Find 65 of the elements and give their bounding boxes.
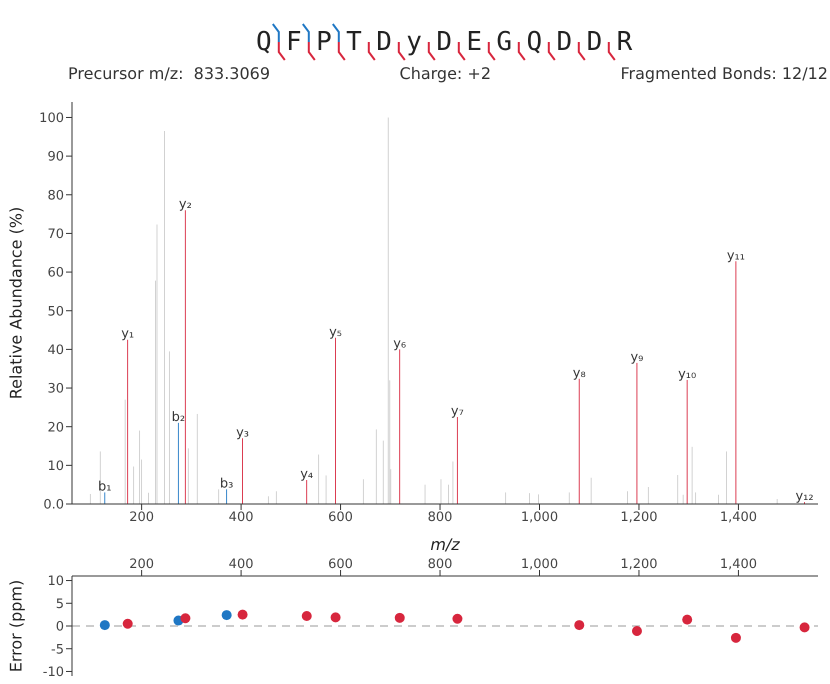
data-label: y₄ — [300, 467, 314, 482]
y-tick-label: 40 — [47, 343, 64, 358]
data-label: b₂ — [172, 410, 186, 425]
x-tick-label: 400 — [228, 510, 254, 526]
x-tick-label: 400 — [228, 557, 254, 572]
data-label: y₁₀ — [678, 366, 696, 382]
x-tick-label: 1,200 — [620, 510, 658, 526]
point — [100, 620, 110, 630]
data-label: y₈ — [572, 366, 586, 381]
y-axis-title: Error (ppm) — [6, 580, 26, 672]
data-label: y₅ — [329, 324, 342, 340]
data-label: y₆ — [393, 336, 406, 352]
point — [394, 612, 405, 623]
y-tick-label: -5 — [51, 642, 64, 658]
y-tick-label: 60 — [47, 266, 64, 281]
data-label: y₂ — [178, 197, 192, 212]
point — [452, 614, 462, 624]
point — [632, 626, 642, 636]
point — [302, 611, 312, 621]
point — [238, 610, 248, 620]
y-tick-label: 50 — [47, 304, 64, 320]
point — [682, 614, 692, 625]
point — [122, 618, 133, 629]
y-tick-label: 0.0 — [43, 498, 64, 513]
point — [574, 620, 584, 630]
data-label: b₁ — [98, 479, 112, 494]
x-tick-label: 800 — [428, 510, 452, 526]
y-tick-label: 0 — [56, 620, 64, 635]
point — [222, 610, 232, 620]
y-tick-label: 70 — [47, 227, 64, 242]
x-tick-label: 200 — [129, 510, 154, 526]
y-tick-label: 90 — [47, 150, 64, 165]
point — [330, 612, 341, 622]
point — [730, 632, 741, 643]
x-tick-label: 1,400 — [720, 510, 758, 526]
x-tick-label: 1,200 — [620, 557, 658, 572]
y-tick-label: 10 — [47, 458, 64, 474]
data-label: y₃ — [236, 425, 249, 440]
y-tick-label: 100 — [39, 111, 64, 126]
x-tick-label: 1,000 — [520, 510, 558, 526]
data-label: y₁₁ — [726, 248, 745, 264]
point — [800, 622, 810, 632]
x-tick-label: 600 — [328, 557, 353, 572]
data-label: y₉ — [630, 350, 644, 365]
y-tick-label: -10 — [42, 665, 64, 680]
text: Fragmented Bonds: 12/12 — [620, 64, 828, 83]
y-tick-label: 5 — [56, 596, 64, 612]
data-label: b₃ — [220, 476, 234, 492]
y-tick-label: 10 — [47, 574, 64, 590]
x-axis-title: m/z — [430, 535, 460, 554]
x-tick-label: 200 — [129, 557, 154, 572]
y-tick-label: 20 — [47, 420, 64, 436]
x-tick-label: 600 — [328, 510, 353, 526]
text: Charge: +2 — [400, 64, 491, 83]
x-tick-label: 800 — [428, 557, 452, 572]
data-label: y₁₂ — [795, 489, 814, 504]
y-axis-title: Relative Abundance (%) — [6, 206, 26, 400]
y-tick-label: 80 — [47, 188, 64, 204]
data-label: y₇ — [450, 404, 464, 420]
text: Precursor m/z: 833.3069 — [68, 64, 270, 83]
y-tick-label: 30 — [47, 382, 64, 397]
x-tick-label: 1,000 — [520, 557, 558, 572]
data-label: y₁ — [121, 326, 134, 342]
point — [180, 613, 190, 624]
x-tick-label: 1,400 — [720, 557, 758, 572]
